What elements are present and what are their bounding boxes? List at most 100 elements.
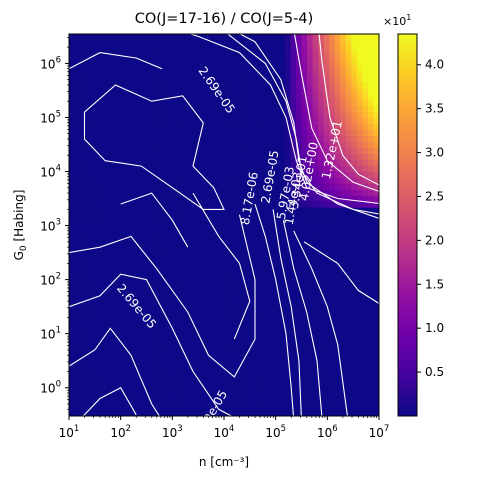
heatmap-cell [318, 350, 325, 357]
heatmap-cell [240, 201, 247, 208]
heatmap-cell [351, 308, 358, 316]
heatmap-cell [224, 356, 231, 363]
heatmap-cell [312, 272, 319, 280]
heatmap-cell [91, 290, 98, 298]
heatmap-cell [356, 129, 363, 137]
heatmap-cell [207, 165, 214, 172]
heatmap-cell [179, 183, 186, 190]
heatmap-cell [201, 338, 208, 345]
heatmap-cell [290, 141, 297, 149]
heatmap-cell [257, 254, 264, 262]
heatmap-cell [235, 320, 242, 328]
heatmap-cell [351, 69, 358, 77]
heatmap-cell [340, 135, 347, 143]
heatmap-cell [323, 356, 330, 363]
heatmap-cell [218, 129, 225, 137]
heatmap-cell [240, 296, 247, 304]
heatmap-cell [152, 236, 159, 244]
heatmap-cell [118, 105, 125, 113]
heatmap-cell [174, 314, 181, 322]
heatmap-cell [329, 225, 336, 232]
heatmap-cell [356, 236, 363, 244]
heatmap-cell [107, 314, 114, 322]
heatmap-cell [373, 290, 379, 298]
heatmap-cell [367, 266, 375, 274]
heatmap-cell [312, 296, 319, 304]
heatmap-cell [323, 320, 330, 328]
heatmap-cell [257, 410, 264, 416]
heatmap-cell [240, 362, 247, 369]
y-tick-label: 103 [40, 218, 61, 234]
heatmap-cell [174, 51, 181, 59]
heatmap-cell [329, 63, 336, 71]
heatmap-cell [168, 290, 175, 298]
x-tick-label: 102 [110, 424, 131, 440]
heatmap-cell [80, 201, 87, 208]
heatmap-cell [307, 386, 314, 393]
heatmap-cell [113, 219, 120, 226]
heatmap-cell [229, 141, 236, 149]
heatmap-cell [212, 254, 220, 262]
heatmap-cell [96, 230, 103, 238]
heatmap-cell [212, 123, 220, 131]
heatmap-cell [124, 308, 131, 316]
heatmap-cell [124, 368, 131, 375]
heatmap-cell [107, 272, 114, 280]
heatmap-cell [185, 81, 192, 89]
heatmap-cell [295, 63, 303, 71]
heatmap-cell [290, 207, 297, 214]
heatmap-cell [201, 135, 208, 143]
heatmap-cell [268, 87, 275, 95]
heatmap-cell [129, 374, 137, 381]
heatmap-cell [301, 278, 308, 286]
heatmap-cell [224, 99, 231, 107]
heatmap-cell [301, 45, 308, 53]
heatmap-cell [140, 213, 148, 220]
heatmap-cell [329, 177, 336, 184]
heatmap-cell [235, 165, 242, 172]
heatmap-cell [85, 272, 92, 280]
heatmap-cell [163, 63, 170, 71]
heatmap-cell [174, 380, 181, 387]
heatmap-cell [240, 177, 247, 184]
heatmap-cell [351, 398, 358, 405]
heatmap-cell [334, 320, 341, 328]
heatmap-cell [284, 302, 292, 310]
heatmap-cell [118, 398, 125, 405]
heatmap-cell [312, 34, 319, 41]
colorbar-tick-label: 1.0 [425, 321, 444, 335]
heatmap-cell [74, 34, 81, 41]
heatmap-cell [129, 326, 137, 334]
heatmap-cell [69, 356, 76, 363]
heatmap-cell [118, 87, 125, 95]
heatmap-cell [107, 201, 114, 208]
contour-line [69, 52, 163, 70]
heatmap-cell [163, 39, 170, 47]
heatmap-cell [190, 63, 197, 71]
heatmap-cell [129, 141, 137, 149]
heatmap-cell [235, 219, 242, 226]
heatmap-cell [85, 368, 92, 375]
heatmap-cell [102, 386, 109, 393]
heatmap-cell [251, 177, 258, 184]
heatmap-cell [201, 236, 208, 244]
heatmap-cell [102, 290, 109, 298]
heatmap-cell [91, 207, 98, 214]
heatmap-cell [224, 284, 231, 292]
heatmap-cell [290, 296, 297, 304]
heatmap-cell [91, 165, 98, 172]
heatmap-cell [107, 338, 114, 345]
heatmap-cell [113, 266, 120, 274]
heatmap-cell [251, 57, 258, 65]
heatmap-cell [207, 207, 214, 214]
heatmap-cell [229, 189, 236, 196]
heatmap-cell [113, 350, 120, 357]
heatmap-cell [262, 242, 269, 250]
heatmap-cell [163, 266, 170, 274]
heatmap-cell [295, 380, 303, 387]
heatmap-cell [262, 332, 269, 340]
heatmap-cell [102, 213, 109, 220]
heatmap-cell [367, 302, 375, 310]
heatmap-cell [351, 338, 358, 345]
heatmap-cell [113, 213, 120, 220]
